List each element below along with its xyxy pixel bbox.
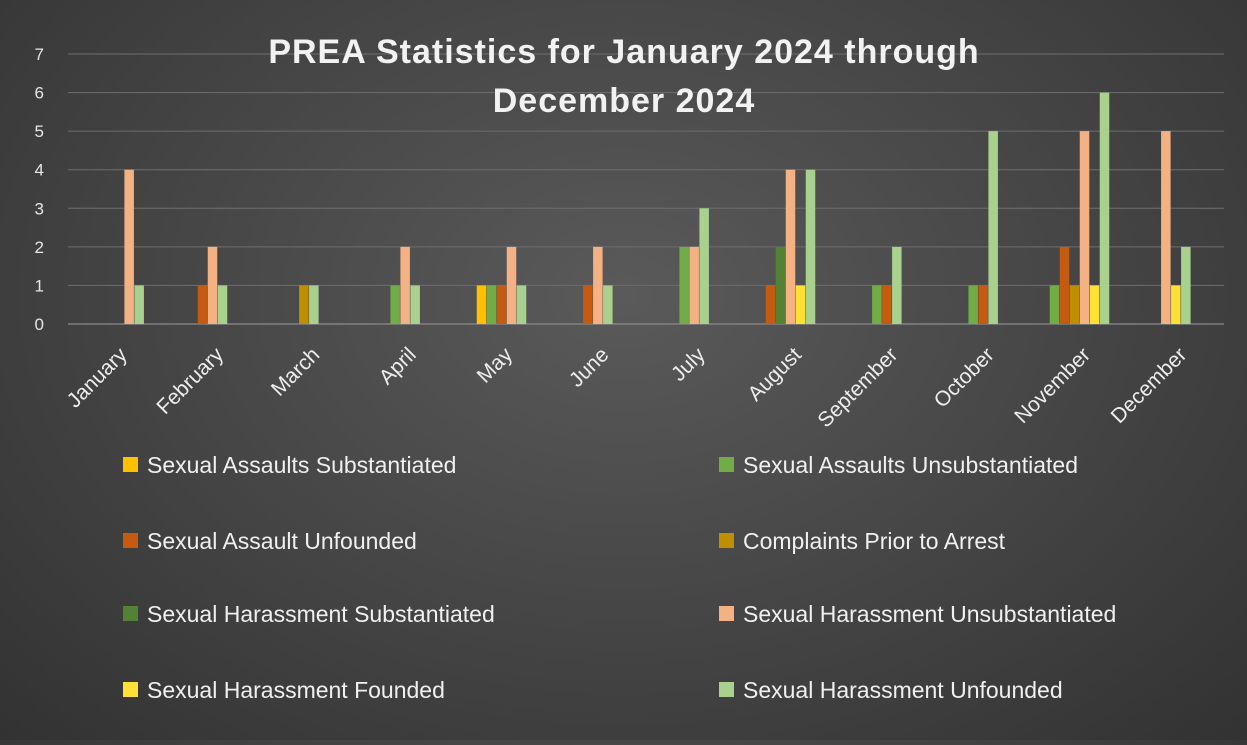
x-tick-label-january: January xyxy=(63,343,132,412)
bar-sexual-harassment-unsubstantiated-december: Sexual Harassment Unsubstantiated – Dece… xyxy=(1161,131,1171,324)
bar-sexual-harassment-unsubstantiated-july: Sexual Harassment Unsubstantiated – July… xyxy=(689,246,699,324)
legend-label: Sexual Harassment Unfounded xyxy=(743,677,1063,703)
x-tick-labels: January February March April May June July Augu… xyxy=(63,343,1192,432)
y-tick-label: 0 xyxy=(35,315,44,334)
x-tick-label-may: May xyxy=(473,343,518,388)
x-tick-label-march: March xyxy=(267,343,325,401)
bar-sexual-assaults-substantiated-may: Sexual Assaults Substantiated – May: 1 xyxy=(476,285,487,324)
legend-label: Sexual Harassment Substantiated xyxy=(147,601,495,627)
bar-sexual-harassment-unsubstantiated-april: Sexual Harassment Unsubstantiated – Apri… xyxy=(400,246,410,324)
bar-sexual-assaults-unsubstantiated-may: Sexual Assaults Unsubstantiated – May: 1 xyxy=(486,285,497,324)
bar-sexual-harassment-unsubstantiated-november: Sexual Harassment Unsubstantiated – Nove… xyxy=(1079,131,1090,324)
bar-sexual-harassment-unfounded-december: Sexual Harassment Unfounded – December: … xyxy=(1181,246,1191,324)
gridlines xyxy=(68,53,1224,286)
bar-sexual-harassment-unfounded-november: Sexual Harassment Unfounded – November: … xyxy=(1099,92,1110,324)
legend-swatch xyxy=(123,682,138,697)
legend: Sexual Assaults Substantiated Sexual Assa… xyxy=(123,452,1116,703)
y-tick-label: 6 xyxy=(35,84,44,103)
x-tick-label-july: July xyxy=(667,343,710,386)
bar-sexual-harassment-unfounded-february: Sexual Harassment Unfounded – February: … xyxy=(217,285,228,324)
bar-sexual-harassment-founded-august: Sexual Harassment Founded – August: 1 xyxy=(795,285,806,324)
y-tick-label: 2 xyxy=(35,238,44,257)
legend-label: Sexual Assault Unfounded xyxy=(147,528,417,554)
legend-swatch xyxy=(719,533,734,548)
x-tick-label-april: April xyxy=(375,343,421,389)
x-tick-label-december: December xyxy=(1107,343,1192,428)
chart-title-group: PREA Statistics for January 2024 through… xyxy=(268,33,979,120)
bar-complaints-prior-to-arrest-november: Complaints Prior to Arrest – November: 1 xyxy=(1069,285,1080,324)
legend-label: Complaints Prior to Arrest xyxy=(743,528,1006,554)
bar-sexual-assault-unfounded-august: Sexual Assault Unfounded – August: 1 xyxy=(765,285,776,324)
legend-swatch xyxy=(123,606,138,621)
legend-label: Sexual Harassment Unsubstantiated xyxy=(743,601,1116,627)
bar-sexual-harassment-unfounded-may: Sexual Harassment Unfounded – May: 1 xyxy=(516,285,527,324)
y-tick-label: 3 xyxy=(35,199,44,218)
bar-sexual-assault-unfounded-june: Sexual Assault Unfounded – June: 1 xyxy=(583,285,593,324)
bar-sexual-harassment-unfounded-july: Sexual Harassment Unfounded – July: 3 xyxy=(699,208,709,324)
y-tick-label: 7 xyxy=(35,45,44,64)
bar-sexual-assault-unfounded-february: Sexual Assault Unfounded – February: 1 xyxy=(197,285,208,324)
legend-swatch xyxy=(719,682,734,697)
x-tick-label-september: September xyxy=(813,343,902,432)
legend-swatch xyxy=(123,457,138,472)
bar-sexual-harassment-unsubstantiated-january: Sexual Harassment Unsubstantiated – Janu… xyxy=(124,169,134,324)
legend-swatch xyxy=(719,606,734,621)
bar-sexual-assault-unfounded-october: Sexual Assault Unfounded – October: 1 xyxy=(978,285,988,324)
y-tick-label: 1 xyxy=(35,276,44,295)
bar-sexual-assaults-unsubstantiated-september: Sexual Assaults Unsubstantiated – Septem… xyxy=(872,285,882,324)
bar-sexual-assaults-unsubstantiated-july: Sexual Assaults Unsubstantiated – July: … xyxy=(679,246,689,324)
x-tick-label-august: August xyxy=(744,343,807,406)
bar-complaints-prior-to-arrest-march: Complaints Prior to Arrest – March: 1 xyxy=(299,285,309,324)
y-tick-label: 4 xyxy=(35,161,44,180)
legend-label: Sexual Assaults Substantiated xyxy=(147,452,456,478)
legend-swatch xyxy=(719,457,734,472)
legend-label: Sexual Assaults Unsubstantiated xyxy=(743,452,1078,478)
legend-label: Sexual Harassment Founded xyxy=(147,677,445,703)
bar-sexual-harassment-unsubstantiated-february: Sexual Harassment Unsubstantiated – Febr… xyxy=(207,246,218,324)
bar-sexual-harassment-unsubstantiated-june: Sexual Harassment Unsubstantiated – June… xyxy=(593,246,603,324)
x-tick-label-june: June xyxy=(565,343,613,391)
bar-sexual-assault-unfounded-november: Sexual Assault Unfounded – November: 2 xyxy=(1059,246,1070,324)
bar-sexual-harassment-unfounded-june: Sexual Harassment Unfounded – June: 1 xyxy=(603,285,613,324)
bar-sexual-harassment-founded-december: Sexual Harassment Founded – December: 1 xyxy=(1171,285,1181,324)
bar-sexual-harassment-substantiated-august: Sexual Harassment Substantiated – August… xyxy=(775,246,786,324)
bars: Sexual Harassment Unsubstantiated – Janu… xyxy=(124,92,1191,324)
x-tick-label-november: November xyxy=(1010,343,1095,428)
bar-sexual-assaults-unsubstantiated-october: Sexual Assaults Unsubstantiated – Octobe… xyxy=(968,285,978,324)
axes: 0 1 2 3 4 5 6 7 xyxy=(35,45,1224,334)
bar-sexual-harassment-unfounded-september: Sexual Harassment Unfounded – September:… xyxy=(892,246,902,324)
bar-sexual-assault-unfounded-september: Sexual Assault Unfounded – September: 1 xyxy=(882,285,892,324)
bar-sexual-harassment-unfounded-march: Sexual Harassment Unfounded – March: 1 xyxy=(309,285,319,324)
x-tick-label-october: October xyxy=(930,343,999,412)
bar-sexual-assaults-unsubstantiated-april: Sexual Assaults Unsubstantiated – April:… xyxy=(390,285,400,324)
bar-sexual-harassment-unfounded-january: Sexual Harassment Unfounded – January: 1 xyxy=(134,285,144,324)
y-tick-label: 5 xyxy=(35,122,44,141)
bar-sexual-assaults-unsubstantiated-november: Sexual Assaults Unsubstantiated – Novemb… xyxy=(1049,285,1060,324)
bar-sexual-harassment-unsubstantiated-august: Sexual Harassment Unsubstantiated – Augu… xyxy=(785,169,796,324)
legend-swatch xyxy=(123,533,138,548)
bar-sexual-harassment-unfounded-april: Sexual Harassment Unfounded – April: 1 xyxy=(410,285,420,324)
bar-sexual-harassment-unsubstantiated-may: Sexual Harassment Unsubstantiated – May:… xyxy=(506,246,517,324)
bar-sexual-harassment-founded-november: Sexual Harassment Founded – November: 1 xyxy=(1089,285,1100,324)
chart-title-line-1: PREA Statistics for January 2024 through xyxy=(268,33,979,71)
bar-sexual-harassment-unfounded-october: Sexual Harassment Unfounded – October: 5 xyxy=(988,131,998,324)
bar-sexual-assault-unfounded-may: Sexual Assault Unfounded – May: 1 xyxy=(496,285,507,324)
bar-sexual-harassment-unfounded-august: Sexual Harassment Unfounded – August: 4 xyxy=(805,169,816,324)
x-tick-label-february: February xyxy=(152,343,228,419)
chart-title-line-2: December 2024 xyxy=(493,82,756,120)
